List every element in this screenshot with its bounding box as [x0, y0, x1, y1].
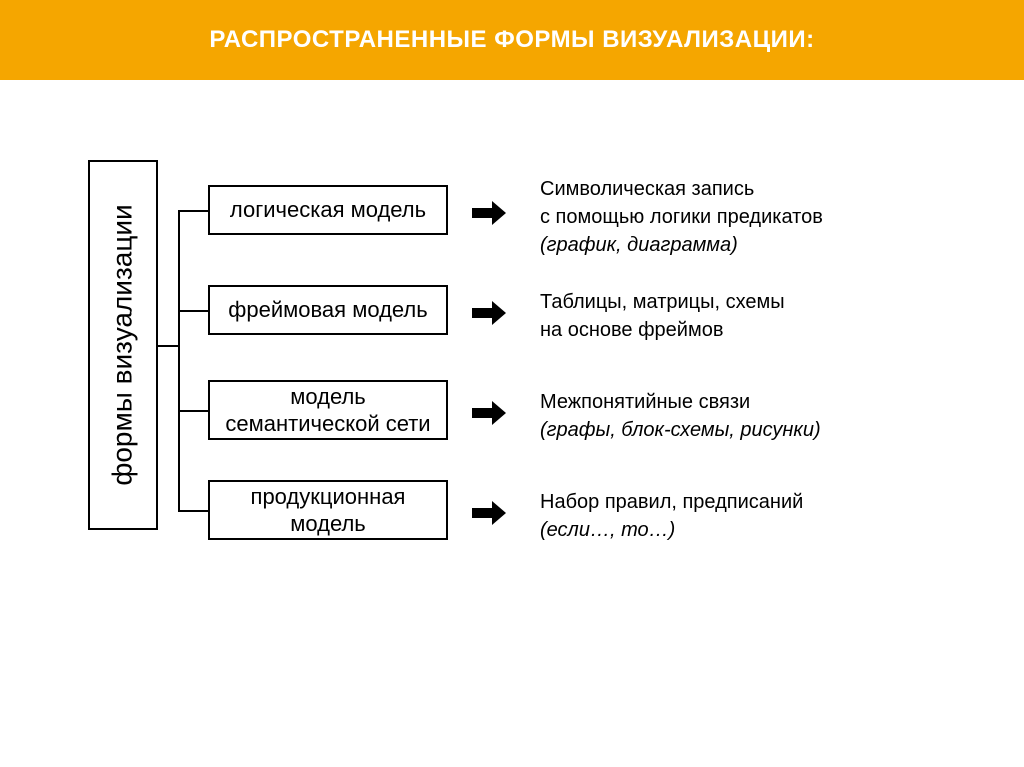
root-label: формы визуализации	[107, 204, 139, 485]
arrow-head-icon	[492, 301, 506, 325]
node-0-label: логическая модель	[230, 196, 426, 224]
arrow-shaft-icon	[472, 308, 492, 318]
desc-1-line1: Таблицы, матрицы, схемына основе фреймов	[540, 288, 785, 344]
slide-title: РАСПРОСТРАНЕННЫЕ ФОРМЫ ВИЗУАЛИЗАЦИИ:	[209, 26, 814, 53]
desc-0-line1: Символическая записьс помощью логики пре…	[540, 175, 823, 231]
arrow-3	[472, 501, 506, 525]
slide-header: РАСПРОСТРАНЕННЫЕ ФОРМЫ ВИЗУАЛИЗАЦИИ:	[0, 0, 1024, 80]
desc-3-line2: (если…, то…)	[540, 516, 803, 544]
connector-branch-1	[178, 310, 208, 312]
node-3: продукционнаямодель	[208, 480, 448, 540]
arrow-shaft-icon	[472, 508, 492, 518]
node-1-label: фреймовая модель	[228, 296, 427, 324]
root-node: формы визуализации	[88, 160, 158, 530]
desc-3: Набор правил, предписаний (если…, то…)	[540, 488, 803, 544]
connector-branch-2	[178, 410, 208, 412]
connector-branch-0	[178, 210, 208, 212]
desc-1: Таблицы, матрицы, схемына основе фреймов	[540, 288, 785, 344]
node-3-label: продукционнаямодель	[251, 483, 406, 538]
arrow-head-icon	[492, 501, 506, 525]
desc-2-line2: (графы, блок-схемы, рисунки)	[540, 416, 821, 444]
desc-0: Символическая записьс помощью логики пре…	[540, 175, 823, 259]
arrow-shaft-icon	[472, 208, 492, 218]
arrow-2	[472, 401, 506, 425]
desc-0-line2: (график, диаграмма)	[540, 231, 823, 259]
arrow-shaft-icon	[472, 408, 492, 418]
arrow-0	[472, 201, 506, 225]
node-1: фреймовая модель	[208, 285, 448, 335]
arrow-1	[472, 301, 506, 325]
node-2-label: модельсемантической сети	[225, 383, 430, 438]
diagram-canvas: формы визуализации логическая модель фре…	[0, 80, 1024, 767]
node-0: логическая модель	[208, 185, 448, 235]
arrow-head-icon	[492, 401, 506, 425]
connector-branch-3	[178, 510, 208, 512]
desc-3-line1: Набор правил, предписаний	[540, 488, 803, 516]
node-2: модельсемантической сети	[208, 380, 448, 440]
desc-2: Межпонятийные связи (графы, блок-схемы, …	[540, 388, 821, 444]
arrow-head-icon	[492, 201, 506, 225]
desc-2-line1: Межпонятийные связи	[540, 388, 821, 416]
connector-trunk	[178, 210, 180, 512]
connector-root-branch	[158, 345, 180, 347]
